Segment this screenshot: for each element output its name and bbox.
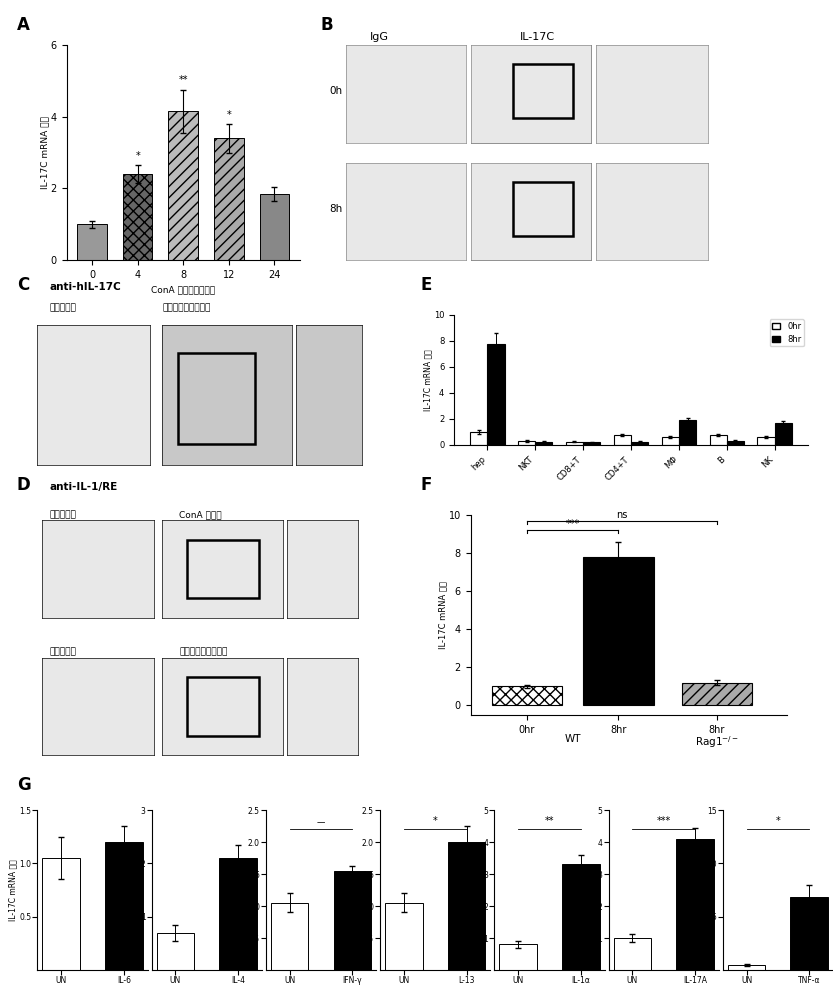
- Text: 血管癌病人: 血管癌病人: [50, 303, 77, 312]
- Bar: [566, 442, 583, 445]
- Bar: [487, 344, 505, 445]
- Bar: [562, 864, 600, 970]
- Bar: [178, 353, 256, 444]
- Bar: [491, 686, 562, 705]
- Y-axis label: IL-17C mRNA 表达: IL-17C mRNA 表达: [8, 859, 17, 921]
- Bar: [168, 111, 198, 260]
- Bar: [791, 897, 828, 970]
- Text: *: *: [776, 816, 781, 826]
- Bar: [470, 432, 487, 445]
- Text: ***: ***: [656, 816, 671, 826]
- Text: —: —: [317, 819, 325, 828]
- Bar: [77, 224, 107, 260]
- Text: G: G: [17, 776, 31, 794]
- Text: *: *: [135, 151, 140, 161]
- Bar: [710, 435, 726, 445]
- Text: WT: WT: [565, 734, 581, 744]
- Bar: [631, 442, 648, 445]
- Bar: [676, 839, 714, 970]
- Text: **: **: [178, 75, 188, 85]
- Legend: 0hr, 8hr: 0hr, 8hr: [770, 319, 804, 346]
- Bar: [500, 944, 537, 970]
- Bar: [775, 423, 792, 445]
- Bar: [726, 441, 744, 445]
- Text: B: B: [321, 16, 333, 34]
- Text: ***: ***: [566, 519, 580, 529]
- Text: anti-IL-1/RE: anti-IL-1/RE: [50, 482, 118, 492]
- Y-axis label: IL-17C mRNA 表达: IL-17C mRNA 表达: [423, 349, 432, 411]
- Text: E: E: [421, 276, 432, 294]
- Text: anti-hIL-17C: anti-hIL-17C: [50, 282, 122, 292]
- Bar: [513, 64, 573, 118]
- Bar: [518, 441, 536, 445]
- Text: 8h: 8h: [329, 204, 342, 214]
- Bar: [661, 437, 679, 445]
- Bar: [513, 182, 573, 236]
- Bar: [679, 420, 696, 445]
- Text: A: A: [17, 16, 29, 34]
- Bar: [214, 138, 244, 260]
- Bar: [583, 442, 601, 445]
- Text: F: F: [421, 476, 432, 494]
- Bar: [187, 677, 259, 736]
- Y-axis label: IL-17C mRNA 表达: IL-17C mRNA 表达: [40, 116, 49, 189]
- Bar: [583, 557, 654, 705]
- Bar: [385, 903, 422, 970]
- Bar: [728, 965, 766, 970]
- Text: C: C: [17, 276, 29, 294]
- Bar: [157, 933, 194, 970]
- Bar: [42, 858, 80, 970]
- Bar: [187, 539, 259, 598]
- Bar: [219, 858, 257, 970]
- X-axis label: ConA 处理不同时间点: ConA 处理不同时间点: [152, 285, 215, 294]
- Bar: [448, 842, 486, 970]
- Text: **: **: [545, 816, 554, 826]
- Text: 自身免疫性肝炎病人: 自身免疫性肝炎病人: [179, 648, 227, 656]
- Bar: [757, 437, 775, 445]
- Text: IL-17C: IL-17C: [520, 32, 555, 42]
- Text: 正常对照组: 正常对照组: [50, 510, 77, 519]
- Bar: [105, 842, 142, 970]
- Text: Rag1$^{-/-}$: Rag1$^{-/-}$: [695, 734, 739, 750]
- Bar: [614, 938, 651, 970]
- Text: 0h: 0h: [329, 86, 342, 96]
- Bar: [122, 174, 152, 260]
- Text: D: D: [17, 476, 31, 494]
- Text: ConA 处理组: ConA 处理组: [179, 510, 222, 519]
- Text: *: *: [227, 110, 232, 120]
- Bar: [681, 683, 752, 705]
- Bar: [271, 903, 308, 970]
- Text: IgG: IgG: [370, 32, 388, 42]
- Bar: [536, 442, 552, 445]
- Bar: [260, 194, 289, 260]
- Text: *: *: [433, 816, 437, 826]
- Text: 自身免疫性肝炎病人: 自身免疫性肝炎病人: [162, 303, 211, 312]
- Bar: [614, 435, 631, 445]
- Bar: [333, 871, 371, 970]
- Y-axis label: IL-17C mRNA 表达: IL-17C mRNA 表达: [438, 581, 447, 649]
- Text: 血管癌病人: 血管癌病人: [50, 648, 77, 656]
- Text: ns: ns: [616, 510, 627, 520]
